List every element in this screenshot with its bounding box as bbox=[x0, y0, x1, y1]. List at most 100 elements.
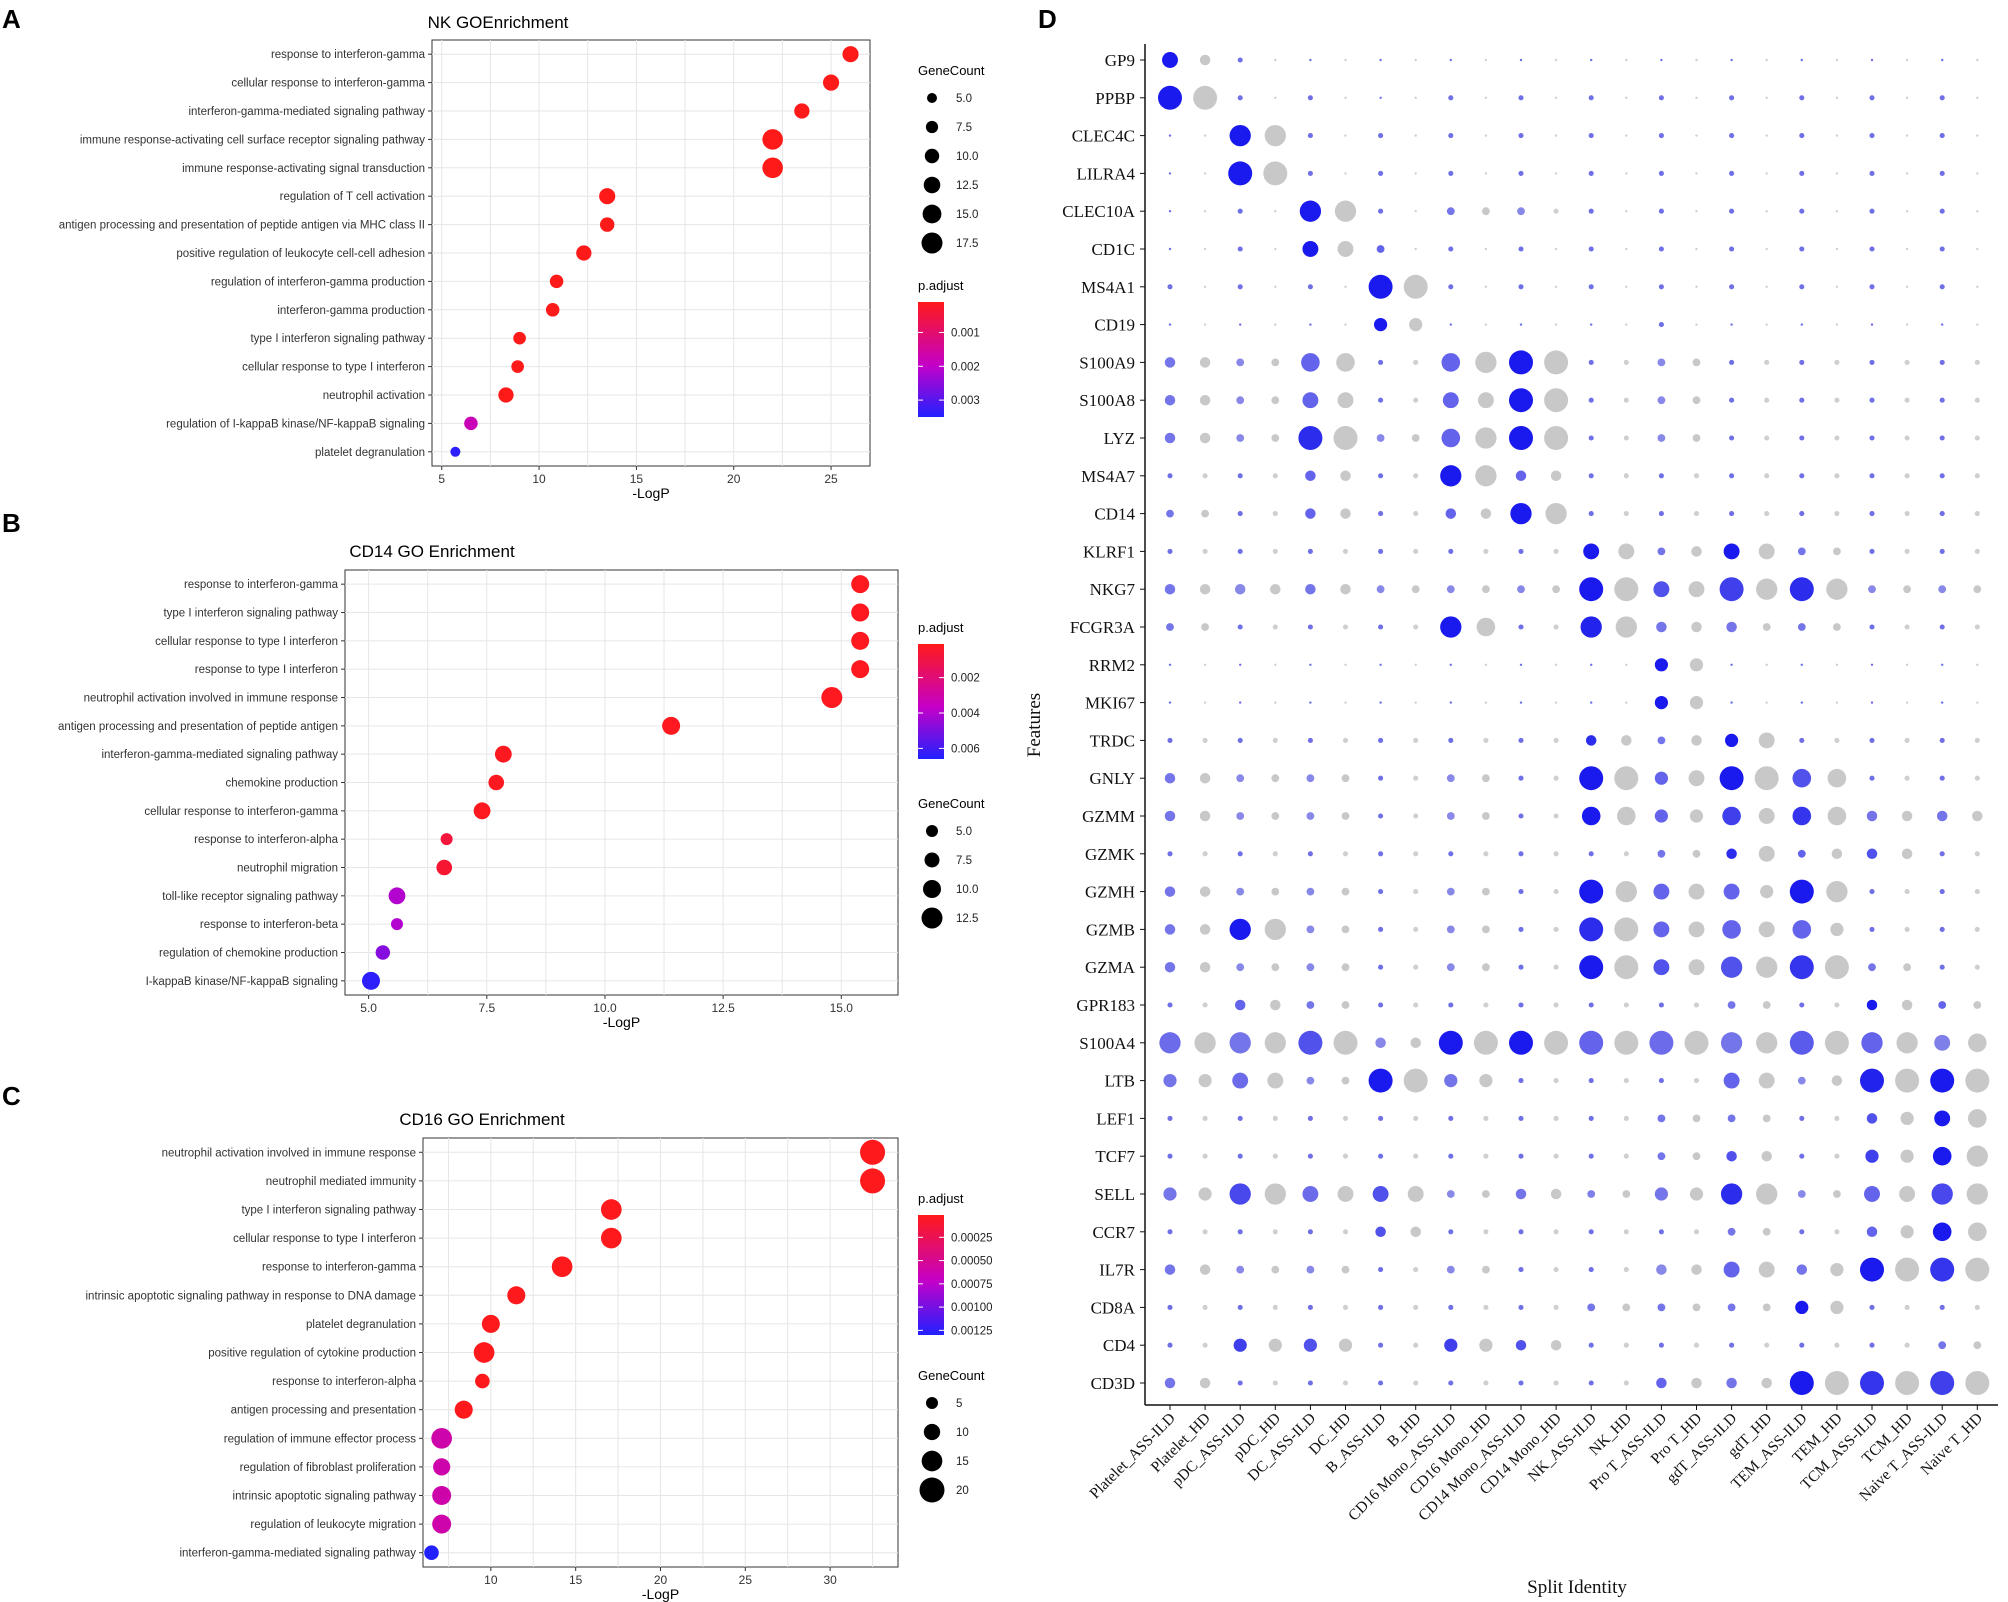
feature-label: CD4 bbox=[1103, 1336, 1136, 1355]
expression-dot bbox=[1484, 285, 1488, 288]
expression-dot bbox=[1413, 1153, 1419, 1159]
expression-dot bbox=[1337, 1186, 1354, 1202]
expression-dot bbox=[1870, 701, 1874, 704]
enrichment-point bbox=[440, 833, 453, 846]
expression-dot bbox=[1342, 548, 1349, 554]
expression-dot bbox=[1229, 124, 1251, 147]
expression-dot bbox=[1164, 1264, 1176, 1275]
expression-dot bbox=[1660, 58, 1663, 62]
expression-dot bbox=[1625, 663, 1628, 666]
expression-dot bbox=[1868, 963, 1876, 972]
expression-dot bbox=[1934, 1110, 1951, 1127]
expression-dot bbox=[1237, 208, 1243, 214]
expression-dot bbox=[1658, 246, 1664, 252]
feature-label: CCR7 bbox=[1092, 1223, 1135, 1242]
expression-dot bbox=[1550, 1339, 1562, 1351]
expression-dot bbox=[1375, 1037, 1386, 1049]
expression-dot bbox=[1692, 396, 1701, 405]
expression-dot bbox=[1441, 428, 1461, 448]
expression-dot bbox=[1834, 435, 1840, 441]
expression-dot bbox=[1309, 58, 1312, 62]
expression-dot bbox=[1974, 964, 1980, 970]
term-label: neutrophil activation involved in immune… bbox=[162, 1147, 416, 1159]
color-bar-label: 0.001 bbox=[951, 327, 980, 339]
size-legend-title: GeneCount bbox=[918, 1368, 985, 1383]
expression-dot bbox=[1302, 1186, 1319, 1202]
expression-dot bbox=[1930, 1068, 1955, 1093]
expression-dot bbox=[1869, 548, 1875, 554]
expression-dot bbox=[1264, 1183, 1286, 1205]
expression-dot bbox=[1799, 1153, 1805, 1159]
expression-dot bbox=[1554, 96, 1558, 100]
enrichment-point bbox=[860, 1168, 886, 1194]
expression-dot bbox=[1799, 435, 1805, 441]
term-label: cellular response to type I interferon bbox=[242, 362, 425, 374]
expression-dot bbox=[1168, 172, 1172, 175]
feature-label: SELL bbox=[1094, 1185, 1135, 1204]
expression-dot bbox=[1939, 359, 1945, 365]
feature-label: LILRA4 bbox=[1076, 164, 1135, 183]
expression-dot bbox=[1518, 95, 1524, 101]
expression-dot bbox=[1729, 473, 1735, 479]
expression-dot bbox=[1483, 1380, 1489, 1386]
expression-dot bbox=[1693, 1342, 1700, 1348]
term-label: positive regulation of cytokine producti… bbox=[208, 1348, 416, 1360]
enrichment-point bbox=[432, 1486, 452, 1505]
expression-dot bbox=[1869, 170, 1875, 176]
expression-dot bbox=[1900, 1225, 1914, 1239]
expression-dot bbox=[1588, 133, 1594, 139]
expression-dot bbox=[1307, 170, 1313, 176]
expression-dot bbox=[1271, 396, 1280, 405]
expression-dot bbox=[1379, 58, 1382, 62]
expression-dot bbox=[1159, 1032, 1181, 1054]
expression-dot bbox=[1414, 210, 1417, 213]
x-tick-label: 25 bbox=[739, 1573, 753, 1587]
expression-dot bbox=[1271, 434, 1280, 442]
expression-dot bbox=[1623, 473, 1629, 479]
expression-dot bbox=[1695, 285, 1698, 288]
expression-dot bbox=[1553, 548, 1559, 554]
expression-dot bbox=[1939, 775, 1945, 781]
feature-label: CLEC4C bbox=[1072, 127, 1135, 146]
expression-dot bbox=[1765, 663, 1768, 666]
expression-dot bbox=[1518, 1380, 1524, 1386]
term-label: type I interferon signaling pathway bbox=[241, 1205, 416, 1217]
expression-dot bbox=[1587, 1303, 1596, 1312]
expression-dot bbox=[1654, 809, 1668, 823]
expression-dot bbox=[1622, 1190, 1631, 1198]
term-label: response to interferon-alpha bbox=[272, 1376, 416, 1388]
expression-dot bbox=[1413, 1267, 1419, 1273]
expression-dot bbox=[1729, 1342, 1735, 1348]
expression-dot bbox=[1833, 547, 1841, 556]
expression-dot bbox=[1305, 583, 1316, 595]
x-tick-label: 5 bbox=[438, 472, 445, 486]
size-legend-label: 5 bbox=[956, 1398, 962, 1410]
expression-dot bbox=[1193, 85, 1218, 110]
expression-dot bbox=[1202, 473, 1208, 479]
panel-letter-b: B bbox=[2, 508, 21, 538]
expression-dot bbox=[1168, 323, 1172, 326]
expression-dot bbox=[1274, 663, 1277, 666]
expression-dot bbox=[1482, 887, 1490, 896]
expression-dot bbox=[1764, 1342, 1770, 1348]
expression-dot bbox=[1688, 959, 1705, 976]
expression-dot bbox=[1411, 585, 1420, 594]
expression-dot bbox=[1263, 161, 1288, 186]
expression-dot bbox=[1657, 736, 1666, 745]
expression-dot bbox=[1625, 134, 1628, 137]
expression-dot bbox=[1585, 735, 1597, 746]
size-legend-dot bbox=[924, 852, 940, 868]
expression-dot bbox=[1449, 701, 1453, 704]
expression-dot bbox=[1510, 502, 1532, 525]
expression-dot bbox=[1518, 775, 1524, 781]
term-label: antigen processing and presentation of p… bbox=[58, 721, 338, 733]
expression-dot bbox=[1236, 358, 1245, 367]
expression-dot bbox=[1301, 353, 1320, 372]
expression-dot bbox=[1239, 323, 1242, 326]
expression-dot bbox=[1723, 1072, 1740, 1089]
expression-dot bbox=[1272, 624, 1278, 630]
expression-dot bbox=[1413, 1380, 1419, 1386]
panel-letter-a: A bbox=[2, 4, 21, 34]
expression-dot bbox=[1167, 851, 1173, 857]
expression-dot bbox=[1340, 583, 1351, 595]
